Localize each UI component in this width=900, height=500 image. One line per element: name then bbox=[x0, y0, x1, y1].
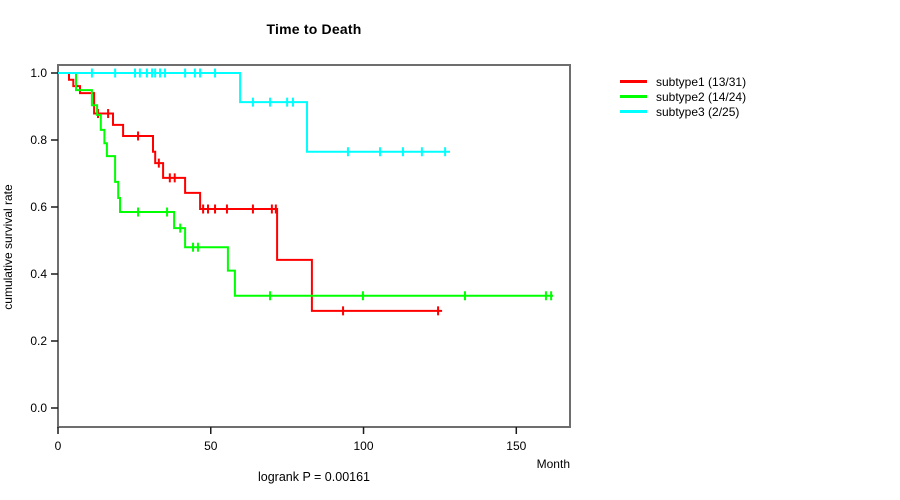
y-tick-label: 0.0 bbox=[30, 401, 47, 415]
series-subtype2-censor-marks bbox=[137, 207, 553, 301]
x-tick-label: 150 bbox=[506, 439, 526, 453]
legend-label-subtype2: subtype2 (14/24) bbox=[656, 89, 747, 104]
x-axis-label: Month bbox=[536, 457, 570, 471]
legend-item-subtype2: subtype2 (14/24) bbox=[620, 89, 747, 104]
series-subtype3-curve bbox=[58, 72, 450, 153]
y-tick-label: 0.8 bbox=[30, 133, 47, 147]
x-tick-label: 100 bbox=[354, 439, 374, 453]
plot-box bbox=[57, 64, 571, 428]
legend-line-subtype2 bbox=[620, 95, 647, 98]
series-subtype2-curve bbox=[58, 72, 553, 297]
y-tick-label: 1.0 bbox=[30, 66, 47, 80]
legend-label-subtype3: subtype3 (2/25) bbox=[656, 104, 740, 119]
series-subtype3-censor-marks bbox=[90, 68, 447, 157]
legend-label-subtype1: subtype1 (13/31) bbox=[656, 74, 747, 89]
y-tick-label: 0.6 bbox=[30, 200, 47, 214]
x-tick-label: 50 bbox=[204, 439, 218, 453]
chart-title: Time to Death bbox=[266, 21, 362, 37]
legend-line-subtype1 bbox=[620, 80, 647, 83]
x-tick-label: 0 bbox=[55, 439, 62, 453]
series-subtype1-curve bbox=[58, 72, 443, 312]
legend-item-subtype1: subtype1 (13/31) bbox=[620, 74, 747, 89]
y-tick-label: 0.2 bbox=[30, 334, 47, 348]
legend: subtype1 (13/31) subtype2 (14/24) subtyp… bbox=[620, 74, 747, 119]
y-tick-label: 0.4 bbox=[30, 267, 47, 281]
series-subtype1-censor-marks bbox=[97, 109, 440, 316]
legend-line-subtype3 bbox=[620, 110, 647, 113]
legend-item-subtype3: subtype3 (2/25) bbox=[620, 104, 746, 119]
logrank-annotation: logrank P = 0.00161 bbox=[257, 470, 370, 484]
